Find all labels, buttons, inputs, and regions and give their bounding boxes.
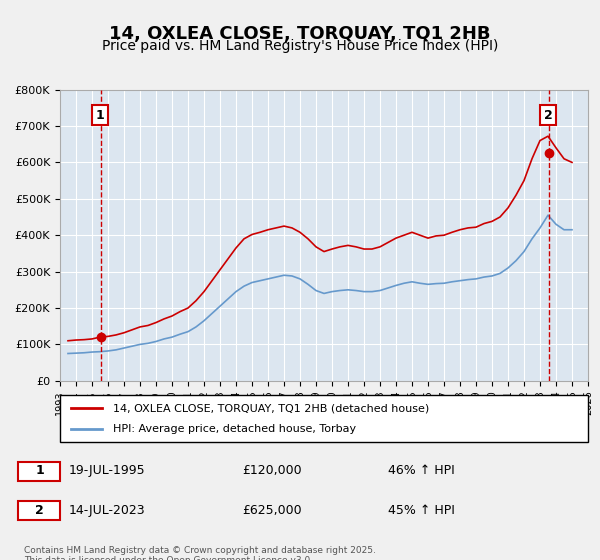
Text: 46% ↑ HPI: 46% ↑ HPI xyxy=(388,464,455,477)
Text: HPI: Average price, detached house, Torbay: HPI: Average price, detached house, Torb… xyxy=(113,424,356,434)
FancyBboxPatch shape xyxy=(60,395,588,442)
Text: 19-JUL-1995: 19-JUL-1995 xyxy=(68,464,145,477)
Text: 2: 2 xyxy=(544,109,553,122)
Text: 1: 1 xyxy=(35,464,44,477)
Text: 2: 2 xyxy=(35,503,44,516)
Text: 1: 1 xyxy=(96,109,104,122)
Text: Price paid vs. HM Land Registry's House Price Index (HPI): Price paid vs. HM Land Registry's House … xyxy=(102,39,498,53)
Text: 14, OXLEA CLOSE, TORQUAY, TQ1 2HB: 14, OXLEA CLOSE, TORQUAY, TQ1 2HB xyxy=(109,25,491,43)
Text: Contains HM Land Registry data © Crown copyright and database right 2025.
This d: Contains HM Land Registry data © Crown c… xyxy=(24,546,376,560)
Text: 14-JUL-2023: 14-JUL-2023 xyxy=(68,503,145,516)
Text: £120,000: £120,000 xyxy=(242,464,302,477)
FancyBboxPatch shape xyxy=(19,501,60,520)
Text: 45% ↑ HPI: 45% ↑ HPI xyxy=(388,503,455,516)
Text: 14, OXLEA CLOSE, TORQUAY, TQ1 2HB (detached house): 14, OXLEA CLOSE, TORQUAY, TQ1 2HB (detac… xyxy=(113,403,429,413)
FancyBboxPatch shape xyxy=(19,462,60,481)
Text: £625,000: £625,000 xyxy=(242,503,302,516)
